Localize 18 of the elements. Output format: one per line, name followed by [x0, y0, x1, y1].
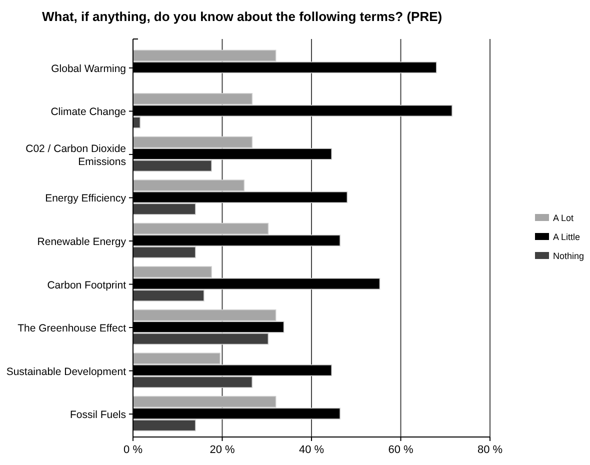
chart-title: What, if anything, do you know about the following terms? (PRE)	[42, 9, 442, 24]
legend-label: A Lot	[553, 213, 574, 223]
x-tick-label: 20 %	[210, 444, 235, 456]
y-tick-label: Fossil Fuels	[70, 409, 126, 422]
y-tick-label: Carbon Footprint	[47, 279, 126, 292]
x-tick-label: 0 %	[124, 444, 143, 456]
y-tick-label: The Greenhouse Effect	[18, 322, 126, 335]
y-tick-label: Climate Change	[50, 106, 126, 118]
y-tick-label: C02 / Carbon Dioxide Emissions	[26, 142, 126, 168]
y-tick-label: Global Warming	[51, 62, 126, 75]
y-tick-label: Sustainable Development	[6, 366, 126, 378]
x-tick-label: 40 %	[298, 444, 324, 456]
legend-label: Nothing	[553, 251, 584, 261]
y-tick-label: Energy Efficiency	[45, 192, 127, 205]
y-tick-label: Renewable Energy	[37, 236, 127, 248]
legend-label: A Little	[553, 232, 580, 242]
x-tick-label: 60 %	[388, 444, 414, 456]
x-tick-label: 80 %	[477, 444, 503, 456]
